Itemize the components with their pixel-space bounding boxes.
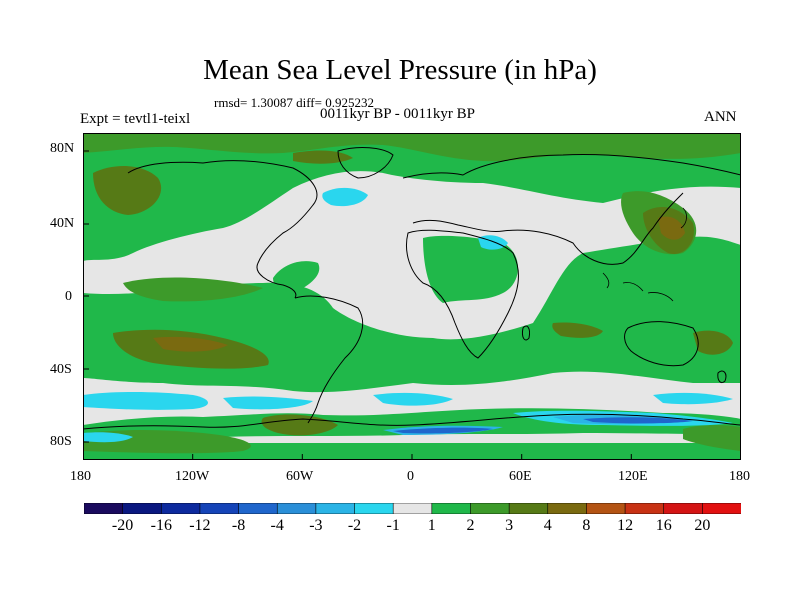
colorbar-swatch	[238, 503, 278, 514]
colorbar-swatch	[547, 503, 588, 514]
colorbar-swatch	[624, 503, 665, 514]
colorbar-swatch	[315, 503, 356, 514]
lon-label-120w: 120W	[175, 469, 210, 484]
colorbar-label: 16	[655, 517, 672, 534]
colorbar-label: -16	[150, 517, 172, 534]
colorbar-swatch	[392, 503, 433, 514]
anomaly-regions-4-8	[153, 216, 685, 352]
coastlines	[83, 147, 741, 430]
lat-label-40n: 40N	[50, 216, 75, 231]
colorbar-label: 4	[543, 517, 552, 534]
period-label: 0011kyr BP - 0011kyr BP	[320, 106, 476, 122]
colorbar-label: -20	[111, 517, 134, 534]
colorbar-label: 20	[694, 517, 711, 534]
colorbar-label: -8	[231, 517, 246, 534]
colorbar-label: -4	[270, 517, 284, 534]
colorbar-swatch	[122, 503, 162, 514]
pressure-anomaly-map	[83, 133, 741, 460]
colorbar-swatch	[84, 503, 124, 514]
colorbar-swatch	[508, 503, 549, 514]
experiment-label: Expt = tevtl1-teixl	[80, 111, 191, 127]
colorbar-label: 8	[582, 517, 591, 534]
colorbar-swatch	[586, 503, 626, 514]
lon-label-0: 0	[407, 469, 414, 484]
lat-label-80s: 80S	[50, 434, 72, 449]
chart-title: Mean Sea Level Pressure (in hPa)	[203, 54, 597, 86]
colorbar-label: -12	[189, 517, 211, 534]
lon-label-60e: 60E	[509, 469, 532, 484]
lon-label-120e: 120E	[618, 469, 648, 484]
lat-label-40s: 40S	[50, 362, 72, 377]
colorbar-label: 1	[427, 517, 436, 534]
colorbar-swatch	[276, 503, 317, 514]
anomaly-regions-3-4	[93, 150, 733, 436]
colorbar-label: 3	[505, 517, 514, 534]
lat-label-0: 0	[65, 289, 72, 304]
colorbar-swatch	[470, 503, 510, 514]
colorbar-label: 12	[617, 517, 634, 534]
colorbar-swatch	[431, 503, 472, 514]
lon-label-180e: 180	[729, 469, 750, 484]
colorbar-label: -3	[309, 517, 323, 534]
lat-label-80n: 80N	[50, 141, 75, 156]
colorbar	[84, 503, 741, 514]
colorbar-swatch	[354, 503, 394, 514]
rmsd-diff-stats: rmsd= 1.30087 diff= 0.925232	[214, 95, 374, 110]
colorbar-label: 2	[466, 517, 475, 534]
axis-ticks	[83, 150, 632, 460]
colorbar-swatch	[663, 503, 703, 514]
colorbar-swatch	[702, 503, 741, 514]
colorbar-swatch	[160, 503, 201, 514]
anomaly-regions-neg-3-4	[393, 417, 693, 434]
island-coastlines	[602, 207, 687, 302]
colorbar-swatch	[199, 503, 240, 514]
season-label: ANN	[704, 109, 737, 125]
colorbar-label: -1	[386, 517, 400, 534]
colorbar-label: -2	[347, 517, 362, 534]
lon-label-60w: 60W	[286, 469, 314, 484]
lon-label-180w: 180	[70, 469, 91, 484]
